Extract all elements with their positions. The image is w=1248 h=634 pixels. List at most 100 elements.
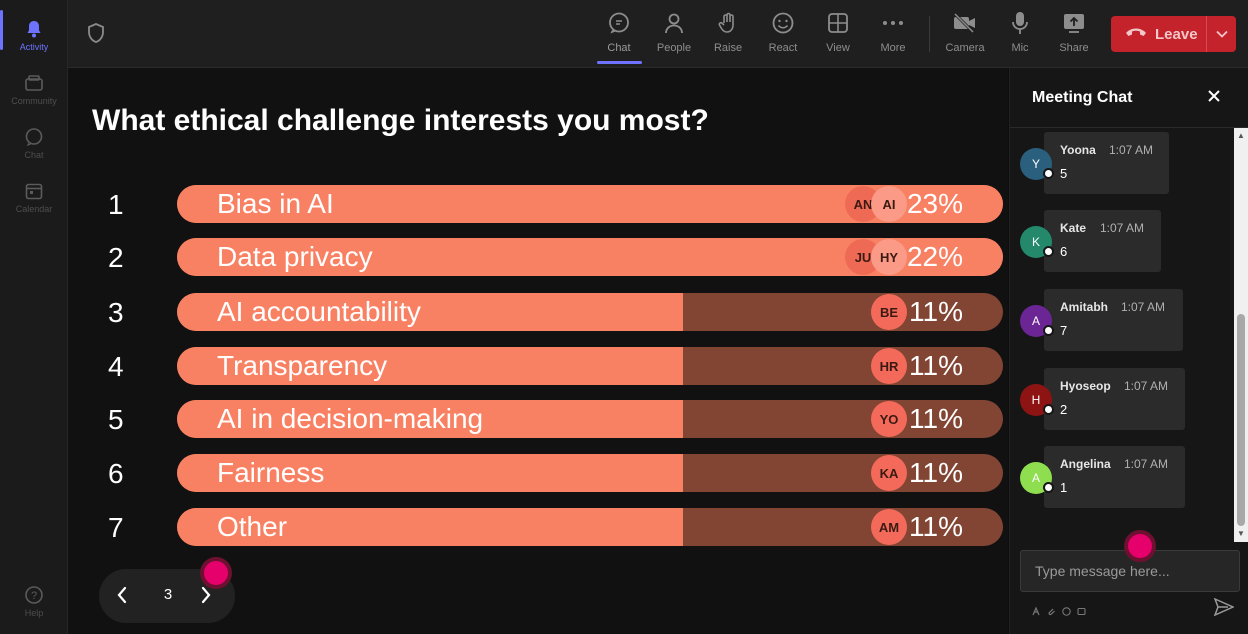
option-bar: Data privacy JU HY 22% (177, 238, 1003, 276)
option-label: AI in decision-making (217, 403, 484, 434)
toolbar-label: Camera (945, 42, 985, 54)
option-label: AI accountability (217, 296, 421, 327)
voter-avatars: YO (871, 401, 907, 437)
rail-label: Help (24, 608, 44, 618)
scroll-thumb[interactable] (1237, 314, 1245, 526)
rail-item-activity[interactable]: Activity (0, 10, 68, 60)
chevron-left-icon[interactable] (115, 584, 129, 611)
more-icon (880, 10, 906, 36)
chat-button[interactable]: Chat (594, 10, 644, 60)
more-button[interactable]: More (868, 10, 918, 60)
voter-avatar: BE (871, 294, 907, 330)
message-time: 1:07 AM (1124, 379, 1169, 393)
rail-label: Activity (19, 42, 49, 52)
presence-status (1043, 482, 1054, 493)
rail-label: Chat (24, 150, 44, 160)
scroll-down-icon[interactable]: ▼ (1237, 529, 1245, 538)
rail-item-community[interactable]: Community (0, 64, 68, 114)
toolbar-label: Mic (1011, 42, 1029, 54)
community-icon (23, 72, 45, 94)
rail-item-calendar[interactable]: Calendar (0, 172, 68, 222)
message-text: 1 (1060, 480, 1068, 495)
option-bar-fill (177, 508, 683, 546)
raise-hand-button[interactable]: Raise (703, 10, 753, 60)
attach-icon[interactable] (1047, 603, 1056, 621)
chat-message-input[interactable] (1020, 550, 1240, 592)
poll-option-row: 6 Fairness KA 11% (68, 454, 1008, 492)
people-icon (661, 10, 687, 36)
option-rank: 5 (108, 404, 124, 435)
message-bubble: Yoona 1:07 AM 5 (1044, 132, 1169, 194)
chevron-down-icon (1215, 25, 1228, 43)
option-bar-fill (177, 400, 683, 438)
rail-item-help[interactable]: ? Help (0, 576, 68, 626)
option-bar: Bias in AI AN AI 23% (177, 185, 1003, 223)
option-bar-fill (177, 293, 683, 331)
toolbar-label: React (768, 42, 798, 54)
share-button[interactable]: Share (1049, 10, 1099, 60)
rail-item-chat[interactable]: Chat (0, 118, 68, 168)
calendar-icon (23, 180, 45, 202)
emoji-icon[interactable] (1062, 603, 1071, 621)
message-bubble: Hyoseop 1:07 AM 2 (1044, 368, 1185, 430)
toolbar-label: More (880, 42, 906, 54)
voter-avatar: AI (871, 186, 907, 222)
close-icon[interactable] (1206, 88, 1222, 109)
chevron-right-icon[interactable] (199, 584, 213, 611)
option-rank: 7 (108, 512, 124, 543)
avatar[interactable]: K (1020, 226, 1054, 258)
avatar-initial: K (1031, 235, 1040, 249)
voter-avatars: KA (871, 455, 907, 491)
voter-avatar: YO (871, 401, 907, 437)
smiley-icon (770, 10, 796, 36)
send-icon[interactable] (1213, 597, 1235, 621)
voter-avatars: AN AI (845, 186, 907, 222)
chat-format-tools (1032, 603, 1086, 621)
poll-results: What ethical challenge interests you mos… (68, 68, 1008, 634)
option-rank: 6 (108, 458, 124, 489)
leave-button[interactable]: Leave (1111, 16, 1206, 52)
option-label: Transparency (217, 350, 388, 381)
chat-scrollbar[interactable]: ▲ ▼ (1234, 128, 1248, 542)
avatar[interactable]: Y (1020, 148, 1054, 180)
poll-option-row: 2 Data privacy JU HY 22% (68, 238, 1008, 276)
people-button[interactable]: People (649, 10, 699, 60)
chat-header: Meeting Chat (1010, 68, 1248, 128)
option-percent: 11% (909, 457, 963, 488)
avatar[interactable]: A (1020, 305, 1054, 337)
leave-options-button[interactable] (1206, 16, 1236, 52)
toolbar-label: Raise (713, 42, 743, 54)
help-icon: ? (23, 584, 45, 606)
message-time: 1:07 AM (1100, 221, 1145, 235)
chat-bubble-icon (23, 126, 45, 148)
option-percent: 11% (909, 296, 963, 327)
scroll-up-icon[interactable]: ▲ (1237, 131, 1245, 140)
poll-option-row: 4 Transparency HR 11% (68, 347, 1008, 385)
format-icon[interactable] (1032, 603, 1041, 621)
message-time: 1:07 AM (1124, 457, 1169, 471)
react-button[interactable]: React (758, 10, 808, 60)
voter-avatars: HR (871, 348, 907, 384)
view-button[interactable]: View (813, 10, 863, 60)
shield-icon[interactable] (86, 22, 106, 49)
svg-text:?: ? (31, 590, 37, 602)
option-label: Data privacy (217, 241, 373, 272)
camera-button[interactable]: Camera (940, 10, 990, 60)
toolbar-label: View (826, 42, 850, 54)
mic-button[interactable]: Mic (995, 10, 1045, 60)
message-bubble: Angelina 1:07 AM 1 (1044, 446, 1185, 508)
avatar[interactable]: H (1020, 384, 1054, 416)
gif-icon[interactable] (1077, 603, 1086, 621)
share-icon (1061, 10, 1087, 36)
option-label: Fairness (217, 457, 325, 488)
option-bar: Transparency HR 11% (177, 347, 1003, 385)
voter-avatars: JU HY (845, 239, 907, 275)
avatar[interactable]: A (1020, 462, 1054, 494)
sender-name: Amitabh (1060, 300, 1108, 314)
message-text: 7 (1060, 323, 1068, 338)
voter-avatar: HR (871, 348, 907, 384)
voter-avatars: BE (871, 294, 907, 330)
rail-label: Calendar (15, 204, 53, 214)
chat-active-indicator (597, 61, 642, 64)
grid-icon (825, 10, 851, 36)
